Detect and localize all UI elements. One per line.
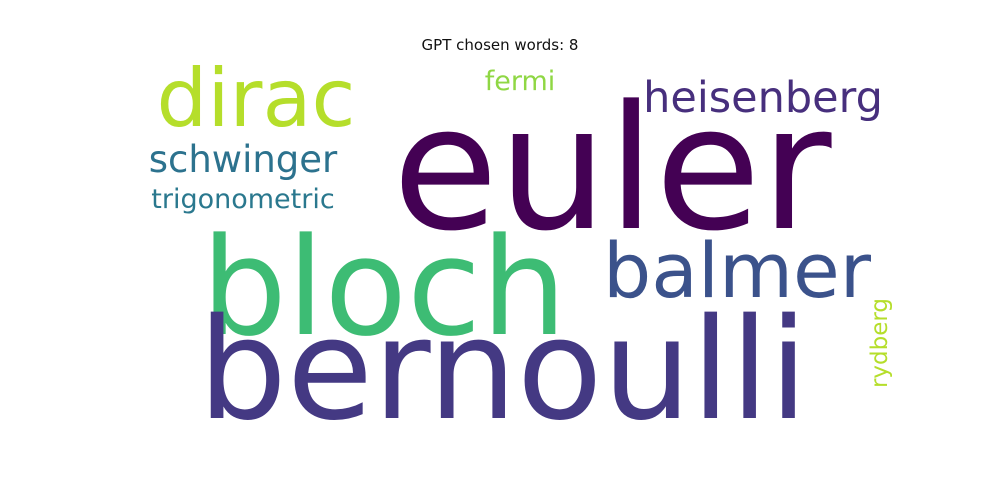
word-heisenberg: heisenberg xyxy=(643,73,883,123)
word-trigonometric: trigonometric xyxy=(151,184,334,215)
figure-title: GPT chosen words: 8 xyxy=(421,36,579,54)
word-bernoulli: bernoulli xyxy=(198,289,808,452)
word-euler: euler xyxy=(392,68,831,269)
word-rydberg: rydberg xyxy=(867,298,893,388)
word-balmer: balmer xyxy=(603,226,872,315)
word-schwinger: schwinger xyxy=(149,138,338,181)
word-bloch: bloch xyxy=(201,209,567,366)
word-fermi: fermi xyxy=(485,66,556,97)
word-dirac: dirac xyxy=(157,52,356,145)
